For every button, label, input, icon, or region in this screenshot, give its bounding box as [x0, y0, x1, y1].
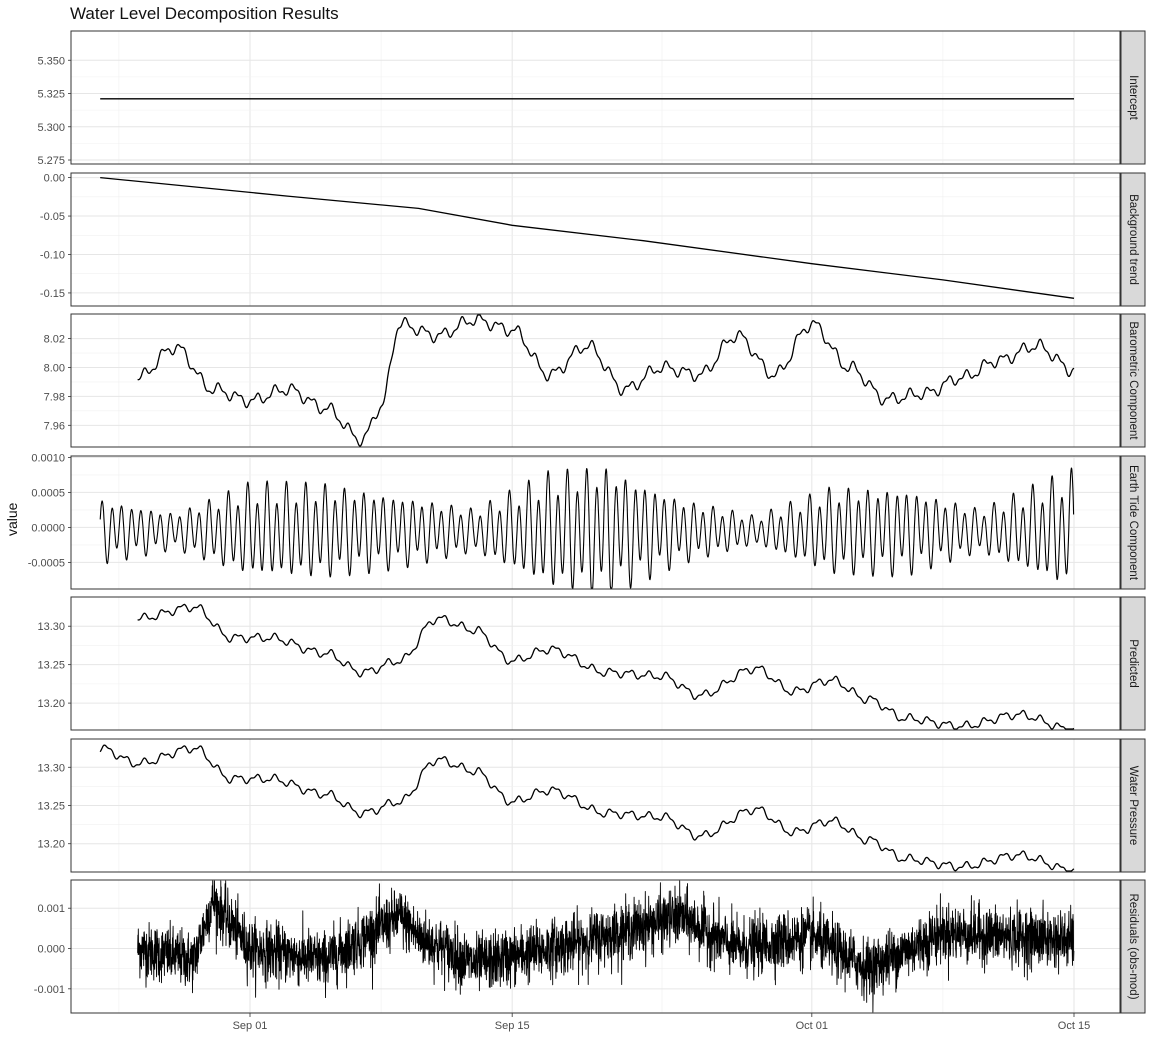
- x-tick-label: Sep 01: [233, 1020, 268, 1032]
- series-line: [100, 176, 1075, 299]
- facet-strip: [1120, 30, 1146, 165]
- facet-strip-label: Water Pressure: [1127, 766, 1139, 845]
- y-tick-label: 8.00: [44, 362, 65, 374]
- panel-background: [71, 31, 1120, 164]
- series-line: [137, 314, 1075, 447]
- y-tick-label: 5.300: [37, 122, 65, 134]
- y-tick-label: -0.05: [40, 211, 65, 223]
- y-tick-label: 0.0010: [31, 452, 65, 464]
- panel-background: [71, 314, 1120, 447]
- y-tick-label: 5.350: [37, 55, 65, 67]
- y-tick-label: 7.96: [44, 420, 65, 432]
- series-line: [99, 744, 1075, 872]
- panel-border: [70, 738, 1121, 873]
- panel-border: [70, 596, 1121, 731]
- series-line: [137, 880, 1075, 1013]
- y-tick-label: -0.0005: [28, 557, 65, 569]
- panel-background: [71, 173, 1120, 306]
- facet-strip: [1120, 313, 1146, 448]
- y-tick-label: 0.0005: [31, 487, 65, 499]
- y-tick-label: 13.30: [37, 621, 65, 633]
- panel-background: [71, 597, 1120, 730]
- facet-strip-label: Background trend: [1127, 194, 1139, 285]
- panel-border: [70, 879, 1121, 1014]
- y-tick-label: 5.325: [37, 89, 65, 101]
- facet-strip: [1120, 172, 1146, 307]
- facet-strip: [1120, 596, 1146, 731]
- y-tick-label: 13.30: [37, 762, 65, 774]
- y-tick-label: 0.00: [44, 173, 65, 185]
- facet-strip-label: Predicted: [1127, 639, 1139, 688]
- x-tick-label: Sep 15: [495, 1020, 530, 1032]
- y-tick-label: 0.0000: [31, 522, 65, 534]
- y-tick-label: 13.20: [37, 698, 65, 710]
- facet-strip: [1120, 455, 1146, 590]
- panel-border: [70, 172, 1121, 307]
- y-tick-label: -0.001: [34, 984, 65, 996]
- panel-border: [70, 313, 1121, 448]
- x-tick-label: Oct 01: [796, 1020, 828, 1032]
- facet-strip-label: Intercept: [1127, 75, 1139, 121]
- facet-strip-label: Barometric Component: [1127, 321, 1139, 440]
- y-tick-label: 13.25: [37, 801, 65, 813]
- y-tick-label: 7.98: [44, 391, 65, 403]
- chart-title: Water Level Decomposition Results: [70, 4, 339, 23]
- y-tick-label: 13.20: [37, 839, 65, 851]
- y-tick-label: 0.000: [37, 944, 65, 956]
- series-line: [99, 467, 1075, 589]
- facet-strip-label: Earth Tide Component: [1127, 465, 1139, 581]
- facet-strip: [1120, 879, 1146, 1014]
- x-tick-label: Oct 15: [1058, 1020, 1090, 1032]
- y-tick-label: 0.001: [37, 903, 65, 915]
- facet-strip: [1120, 738, 1146, 873]
- panel-border: [70, 30, 1121, 165]
- y-tick-label: 8.02: [44, 334, 65, 346]
- panel-border: [70, 455, 1121, 590]
- y-tick-label: -0.15: [40, 288, 65, 300]
- y-tick-label: 13.25: [37, 660, 65, 672]
- series-line: [137, 603, 1075, 730]
- y-tick-label: 5.275: [37, 155, 65, 167]
- facet-strip-label: Residuals (obs-mod): [1127, 893, 1139, 999]
- y-tick-label: -0.10: [40, 249, 65, 261]
